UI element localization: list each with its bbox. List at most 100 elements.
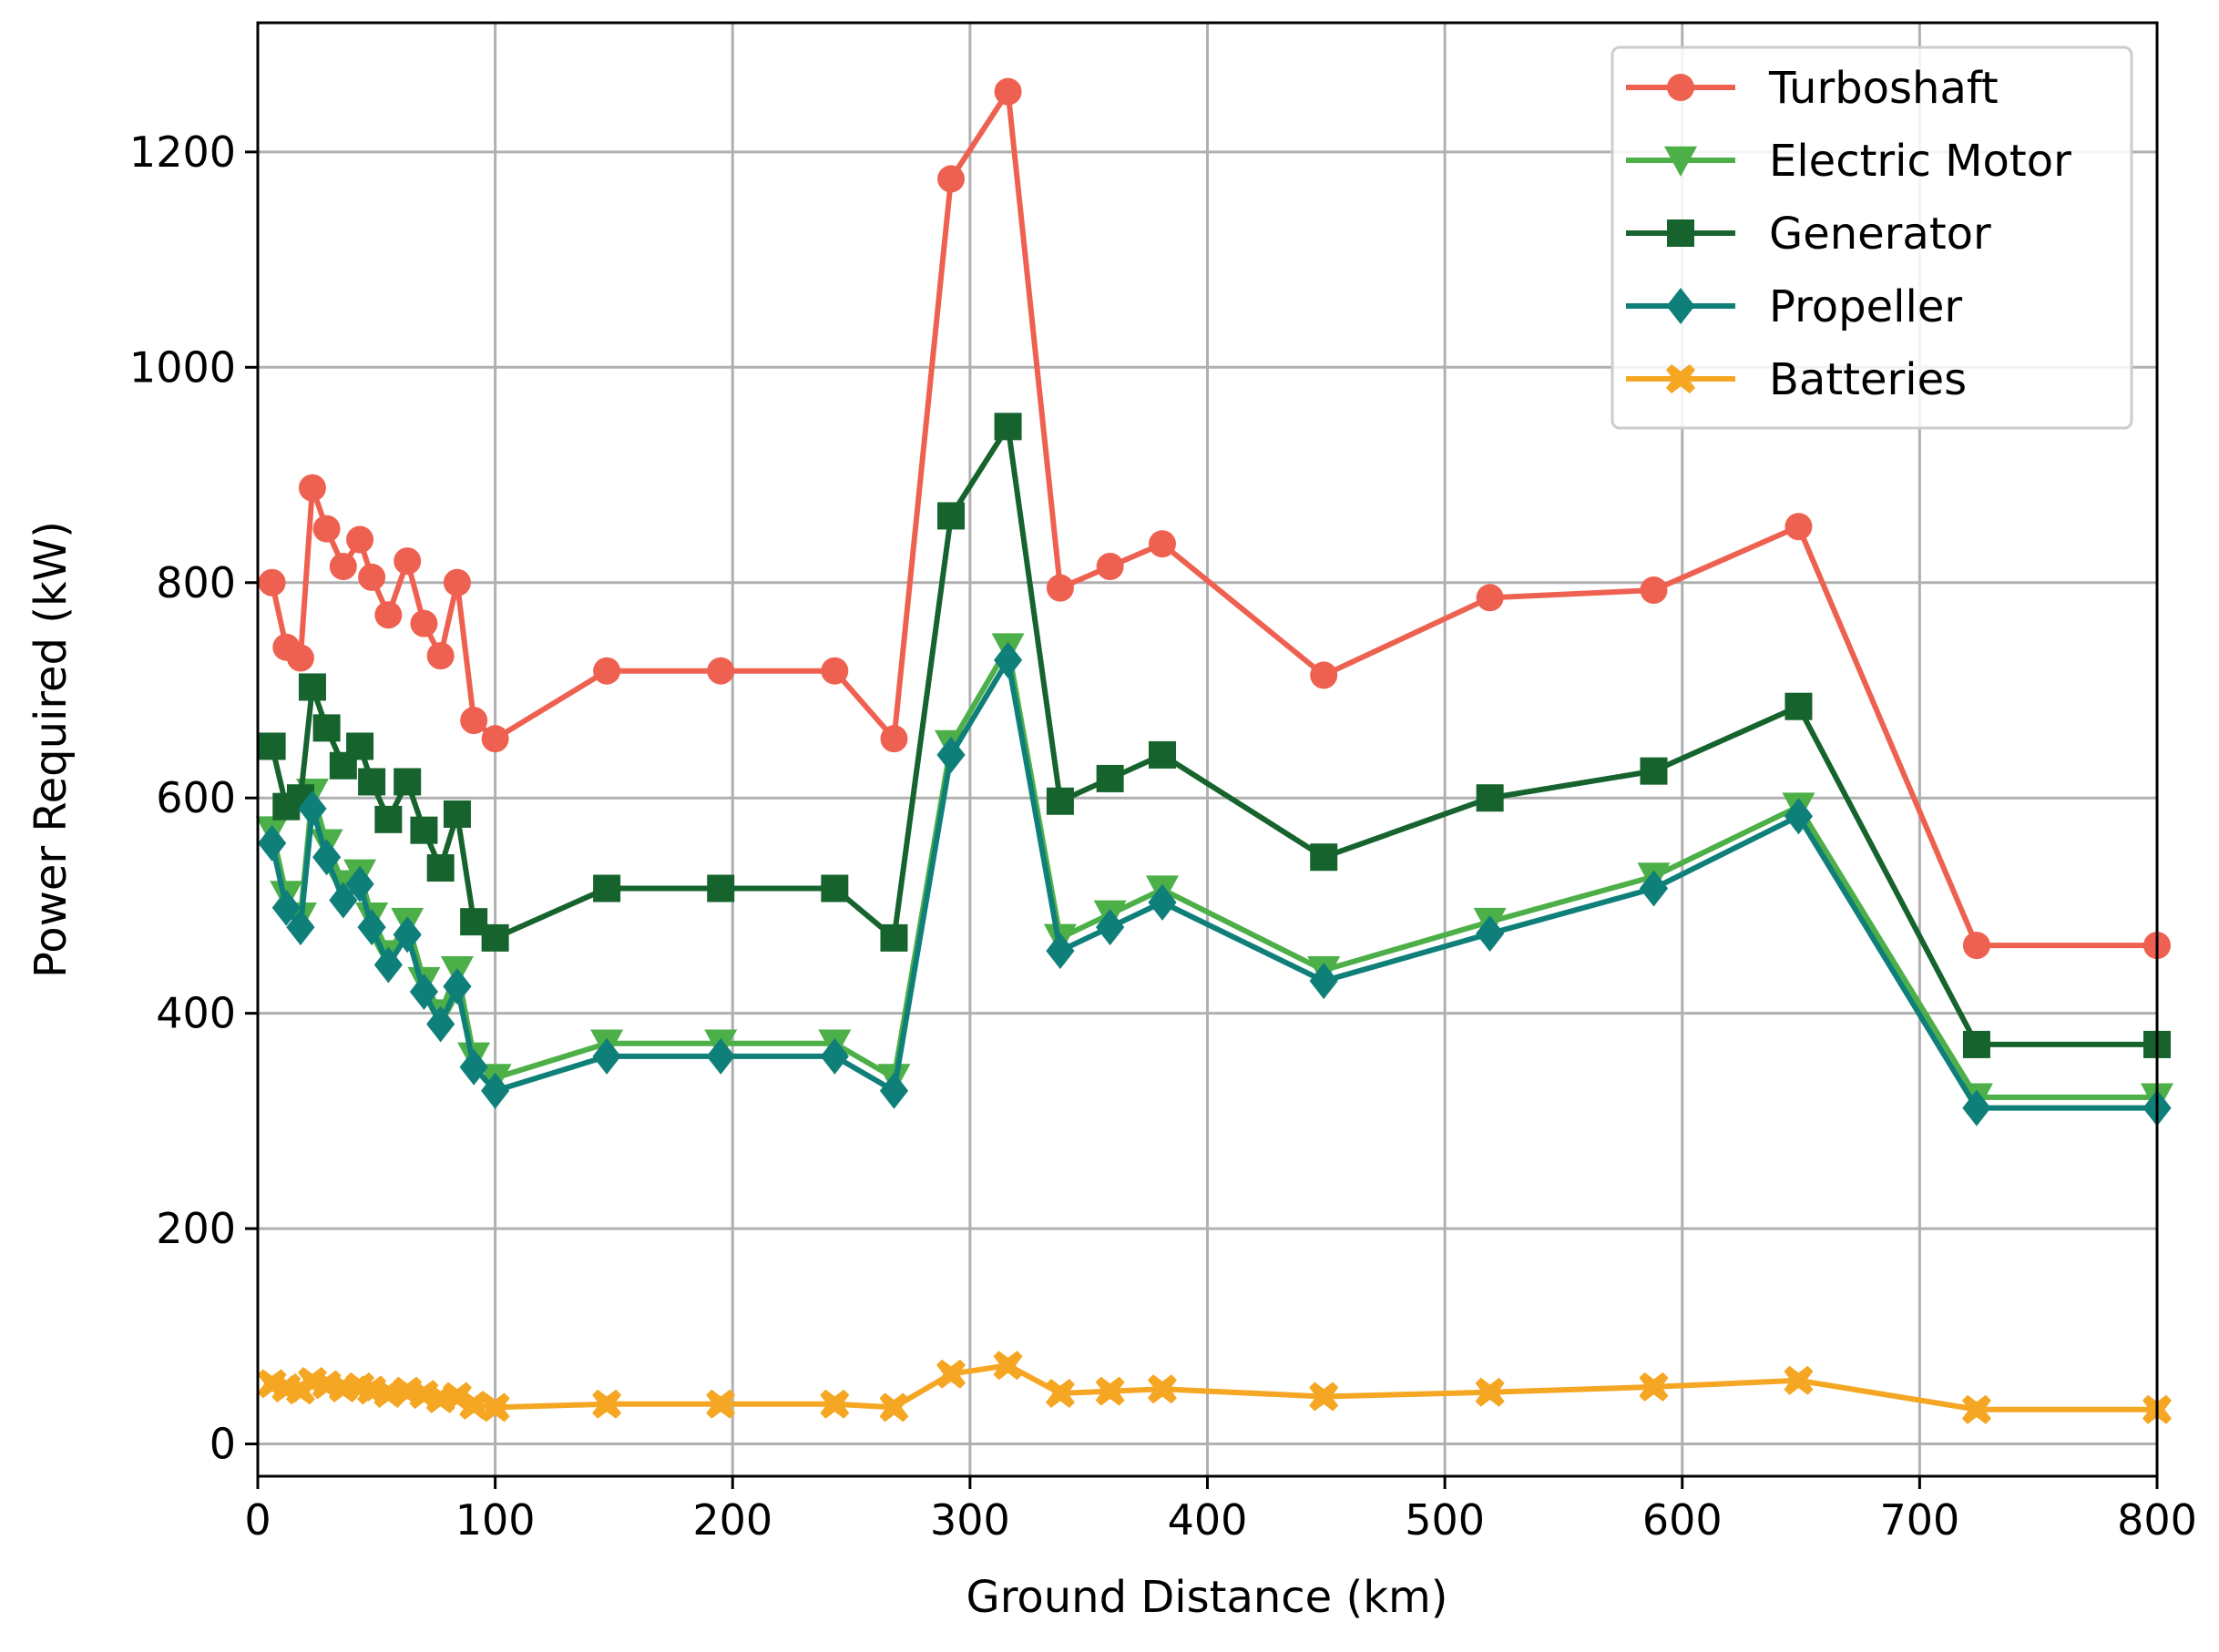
legend-item: Generator [1626,209,1991,260]
x-tick-label: 800 [2117,1495,2197,1545]
legend-label: Generator [1769,209,1991,260]
data-point [1096,764,1124,792]
legend-marker [1664,146,1697,177]
data-point [358,768,386,796]
data-point [936,736,966,773]
legend-label: Propeller [1769,281,1962,332]
x-tick-label: 600 [1642,1495,1723,1545]
data-point [298,474,326,502]
data-point [1095,1376,1125,1406]
series-layer [255,77,2173,1424]
x-tick-label: 200 [692,1495,772,1545]
legend-item: Batteries [1626,354,1967,405]
data-point [593,657,621,685]
data-point [880,725,908,753]
data-point [460,707,488,735]
x-tick-label: 300 [930,1495,1010,1545]
data-point [426,854,455,882]
legend-marker [1667,74,1694,101]
data-point [358,563,386,591]
data-point [286,909,315,946]
data-point [329,553,357,581]
data-point [820,1389,850,1419]
data-point [1639,1372,1669,1402]
data-point [298,673,326,701]
data-point [821,657,849,685]
data-point [1640,757,1668,785]
data-point [880,923,908,952]
data-point [1148,530,1176,558]
data-point [286,644,314,672]
data-point [312,515,341,543]
data-point [706,1389,736,1419]
x-tick-label: 700 [1879,1495,1959,1545]
y-tick-label: 800 [156,558,236,607]
data-point [1046,787,1074,815]
series-propeller [258,641,2172,1127]
data-point [993,641,1023,678]
data-point [443,800,471,828]
data-point [346,525,374,554]
data-point [1309,963,1338,1000]
data-point [1148,883,1177,921]
legend-label: Turboshaft [1768,63,1999,114]
data-point [298,790,327,828]
data-point [393,916,422,953]
ticks: 0 100 200 300 400 500 600 700 800 0 200 400 600 800 10… [129,127,2197,1545]
data-point [1476,584,1504,612]
data-point [443,568,471,597]
data-point [1148,740,1176,769]
data-point [442,1382,472,1412]
data-point [936,1359,966,1389]
data-point [937,165,966,193]
data-point [1784,692,1813,720]
legend-marker [1667,219,1694,247]
data-point [357,909,386,946]
data-point [994,413,1022,441]
data-point [820,1037,849,1075]
legend-label: Batteries [1769,354,1967,405]
data-point [394,768,422,796]
data-point [706,1037,735,1075]
y-tick-label: 200 [156,1204,236,1253]
legend-marker [1666,364,1695,393]
x-tick-label: 0 [244,1495,271,1545]
y-tick-label: 0 [210,1420,236,1469]
series-turboshaft [258,77,2171,960]
data-point [1476,915,1505,953]
data-point [1476,784,1504,812]
legend-item: Turboshaft [1626,63,1999,114]
data-point [1310,661,1338,689]
data-point [1784,798,1814,835]
x-axis-label: Ground Distance (km) [966,1572,1448,1623]
data-point [993,1351,1023,1381]
x-tick-label: 400 [1168,1495,1248,1545]
data-point [394,547,422,576]
data-point [373,946,403,984]
y-tick-label: 400 [156,989,236,1038]
data-point [937,502,966,530]
data-point [346,732,374,760]
data-point [707,874,735,902]
data-point [821,874,849,902]
data-point [443,968,472,1005]
data-point [481,923,509,952]
data-point [1784,513,1813,541]
legend-item: Electric Motor [1626,136,2071,187]
data-point [1639,870,1669,907]
data-point [481,1072,510,1109]
data-point [480,1392,510,1423]
data-point [707,657,735,685]
data-point [374,601,403,629]
data-point [1310,843,1338,872]
data-point [1309,1382,1339,1412]
data-point [592,1389,622,1419]
data-point [879,1392,909,1423]
data-point [1961,1394,1991,1424]
data-point [312,839,342,876]
data-point [1046,933,1075,970]
data-point [258,824,287,862]
data-point [329,882,358,919]
data-point [459,1048,488,1086]
